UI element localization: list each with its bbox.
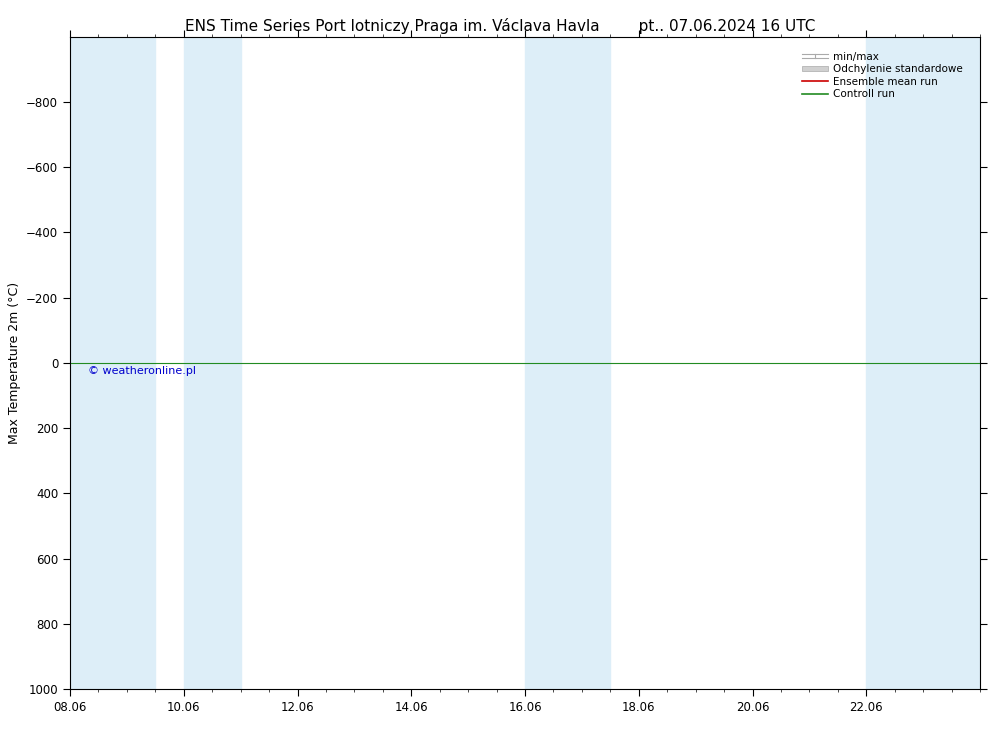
- Text: © weatheronline.pl: © weatheronline.pl: [88, 366, 196, 376]
- Legend: min/max, Odchylenie standardowe, Ensemble mean run, Controll run: min/max, Odchylenie standardowe, Ensembl…: [798, 48, 966, 103]
- Y-axis label: Max Temperature 2m (°C): Max Temperature 2m (°C): [8, 281, 21, 444]
- Bar: [525, 37, 610, 689]
- Bar: [70, 37, 155, 689]
- Bar: [866, 37, 980, 689]
- Bar: [184, 37, 241, 689]
- Text: ENS Time Series Port lotniczy Praga im. Václava Havla        pt.. 07.06.2024 16 : ENS Time Series Port lotniczy Praga im. …: [185, 18, 815, 34]
